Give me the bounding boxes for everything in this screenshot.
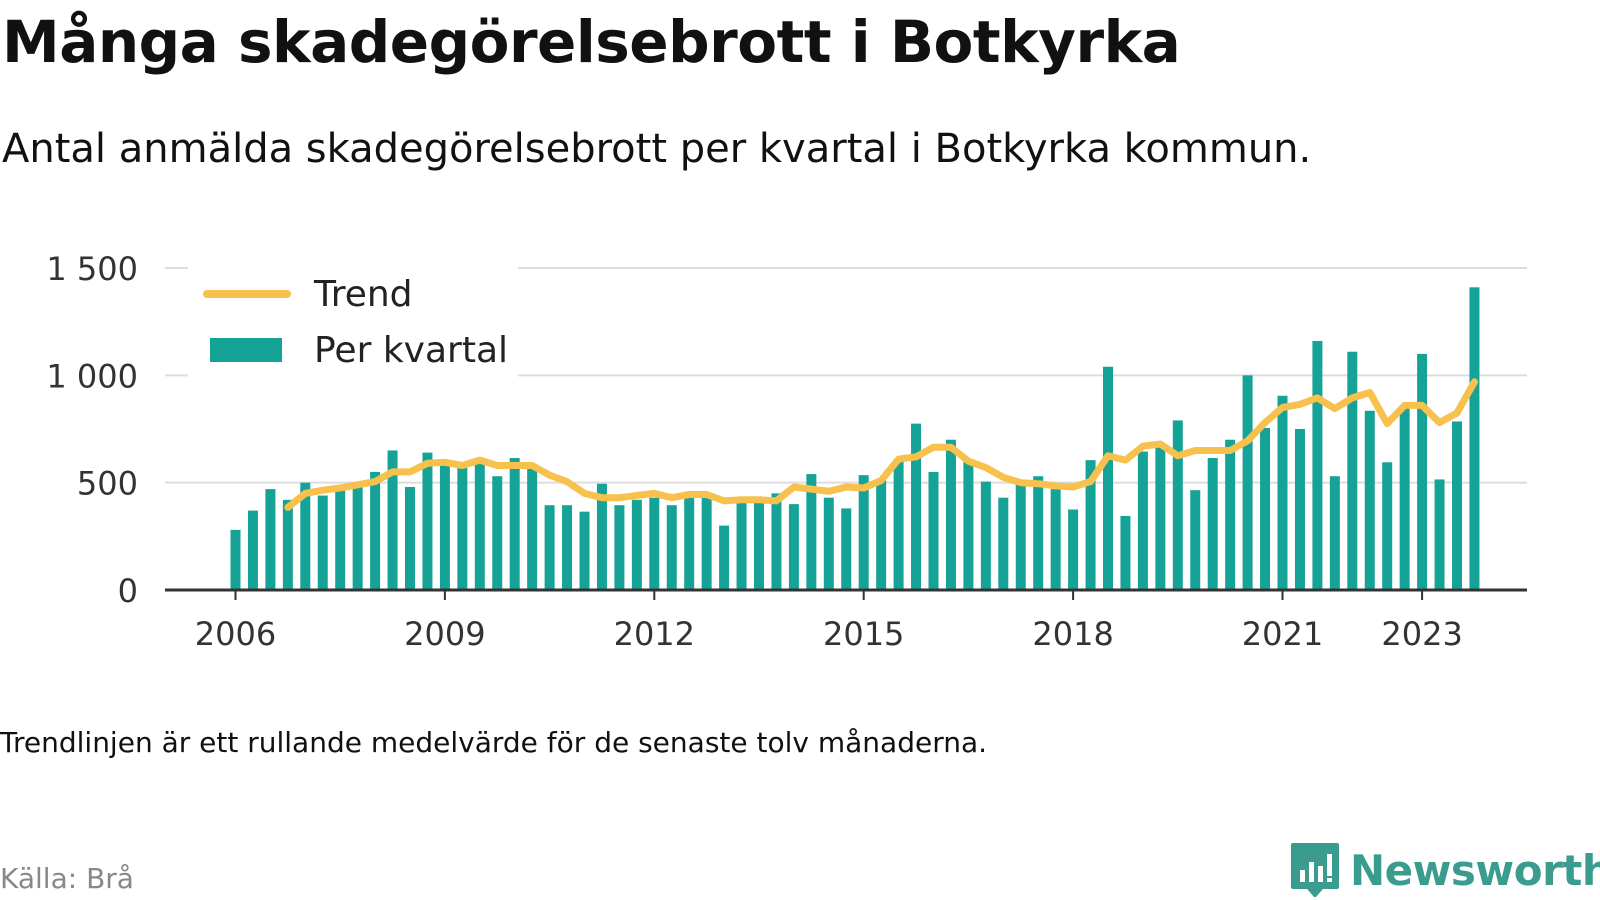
- bar: [422, 452, 433, 590]
- footnote: Trendlinjen är ett rullande medelvärde f…: [0, 726, 988, 759]
- chart-subtitle: Antal anmälda skadegörelsebrott per kvar…: [2, 126, 1312, 172]
- bar: [579, 511, 590, 590]
- source-credit: Källa: Brå: [0, 862, 134, 895]
- bar: [1312, 340, 1323, 590]
- bar: [1155, 444, 1166, 590]
- bar: [823, 497, 834, 590]
- y-tick-label: 1 000: [46, 357, 138, 395]
- bar: [474, 461, 485, 590]
- bar: [1120, 515, 1131, 590]
- bar: [788, 504, 799, 590]
- bar: [1382, 462, 1393, 590]
- bar: [439, 461, 450, 590]
- bar: [230, 529, 241, 590]
- bar: [684, 493, 695, 590]
- y-tick-label: 500: [77, 465, 138, 503]
- bar: [614, 505, 625, 590]
- bar: [1260, 427, 1271, 590]
- y-axis-tick-labels: 0 500 1 000 1 500: [46, 250, 138, 610]
- y-tick-label: 0: [118, 572, 138, 610]
- y-tick-label: 1 500: [46, 250, 138, 288]
- bar: [317, 495, 328, 590]
- bar: [352, 482, 363, 590]
- bar: [544, 505, 555, 590]
- bar: [1277, 395, 1288, 590]
- bar: [1347, 351, 1358, 590]
- bar: [1329, 476, 1340, 590]
- bar: [1033, 476, 1044, 590]
- legend-label-per-kvartal: Per kvartal: [314, 330, 508, 371]
- chart-title: Många skadegörelsebrott i Botkyrka: [2, 8, 1181, 76]
- bar: [928, 471, 939, 590]
- bar: [911, 423, 922, 590]
- bar: [998, 497, 1009, 590]
- newsworthy-logo[interactable]: Newsworthy: [1290, 842, 1600, 898]
- bar: [1103, 366, 1113, 590]
- newsworthy-chart-icon: [1291, 843, 1339, 897]
- bar: [806, 474, 817, 590]
- bar: [405, 486, 415, 590]
- trend-line: [284, 378, 1478, 511]
- bar: [771, 493, 782, 590]
- bar-series: [230, 287, 1480, 590]
- bar: [1242, 375, 1253, 590]
- bar: [631, 499, 642, 590]
- x-tick-label: 2009: [404, 615, 485, 653]
- x-tick-label: 2021: [1242, 615, 1323, 653]
- bar: [945, 439, 956, 590]
- bar: [387, 450, 398, 590]
- bar: [1085, 460, 1096, 590]
- x-tick-label: 2023: [1381, 615, 1462, 653]
- logo-text: Newsworthy: [1350, 845, 1600, 895]
- x-tick-label: 2006: [195, 615, 276, 653]
- x-tick-label: 2018: [1032, 615, 1113, 653]
- legend-label-trend: Trend: [313, 274, 413, 315]
- bar: [893, 461, 904, 590]
- legend-swatch-per-kvartal: [210, 338, 282, 362]
- bar: [876, 480, 887, 590]
- bar: [282, 499, 293, 590]
- bar: [1294, 429, 1305, 590]
- x-tick-label: 2015: [823, 615, 904, 653]
- bar: [1225, 439, 1236, 590]
- bar: [1417, 353, 1428, 590]
- bar: [1207, 457, 1218, 590]
- bar: [1068, 509, 1079, 590]
- bar: [1469, 287, 1480, 590]
- bar: [492, 476, 503, 590]
- bar: [1190, 490, 1201, 590]
- bar: [596, 483, 607, 590]
- bar: [858, 475, 869, 590]
- bar: [841, 508, 852, 590]
- bar: [300, 482, 311, 590]
- legend: Trend Per kvartal: [188, 258, 518, 380]
- bar: [335, 489, 346, 590]
- bar: [719, 525, 730, 590]
- x-axis-ticks: 2006 2009 2012 2015 2018 2021 2023: [195, 590, 1463, 653]
- bar: [247, 510, 258, 590]
- bar: [1015, 482, 1026, 590]
- x-tick-label: 2012: [614, 615, 695, 653]
- bar: [457, 467, 468, 590]
- bar: [666, 505, 677, 590]
- bar: [649, 497, 660, 590]
- bar: [1364, 410, 1375, 590]
- bar: [1050, 489, 1061, 590]
- bar: [1399, 407, 1410, 590]
- bar: [754, 500, 764, 590]
- bar: [980, 481, 991, 590]
- bar: [1452, 421, 1462, 590]
- bar: [1137, 451, 1148, 590]
- bar: [527, 465, 538, 590]
- bar: [736, 499, 747, 590]
- bar: [562, 505, 573, 590]
- bar: [370, 471, 381, 590]
- bar: [1172, 420, 1183, 590]
- bar: [265, 489, 276, 590]
- bar: [509, 457, 520, 590]
- bar: [963, 461, 974, 590]
- bar: [1434, 479, 1445, 590]
- bar: [701, 495, 712, 590]
